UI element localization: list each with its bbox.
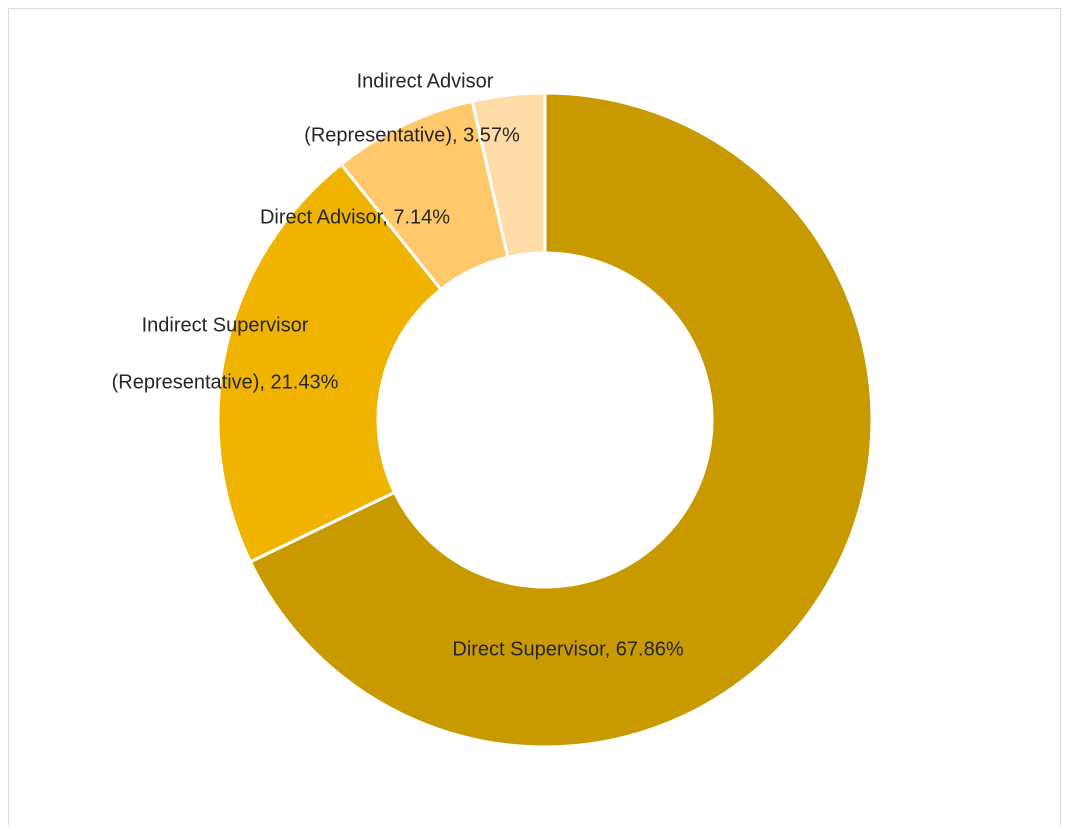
data-label: Direct Supervisor, 67.86% — [452, 638, 683, 660]
data-label: Direct Advisor, 7.14% — [260, 206, 450, 228]
donut-slice — [470, 91, 547, 259]
data-label: Indirect Advisor — [357, 70, 494, 92]
data-label: (Representative), 3.57% — [304, 124, 520, 146]
data-label: Indirect Supervisor — [142, 314, 309, 336]
chart-frame — [8, 8, 1061, 825]
data-label: (Representative), 21.43% — [112, 371, 339, 393]
donut-slice — [216, 162, 444, 564]
donut-slice — [248, 91, 874, 749]
